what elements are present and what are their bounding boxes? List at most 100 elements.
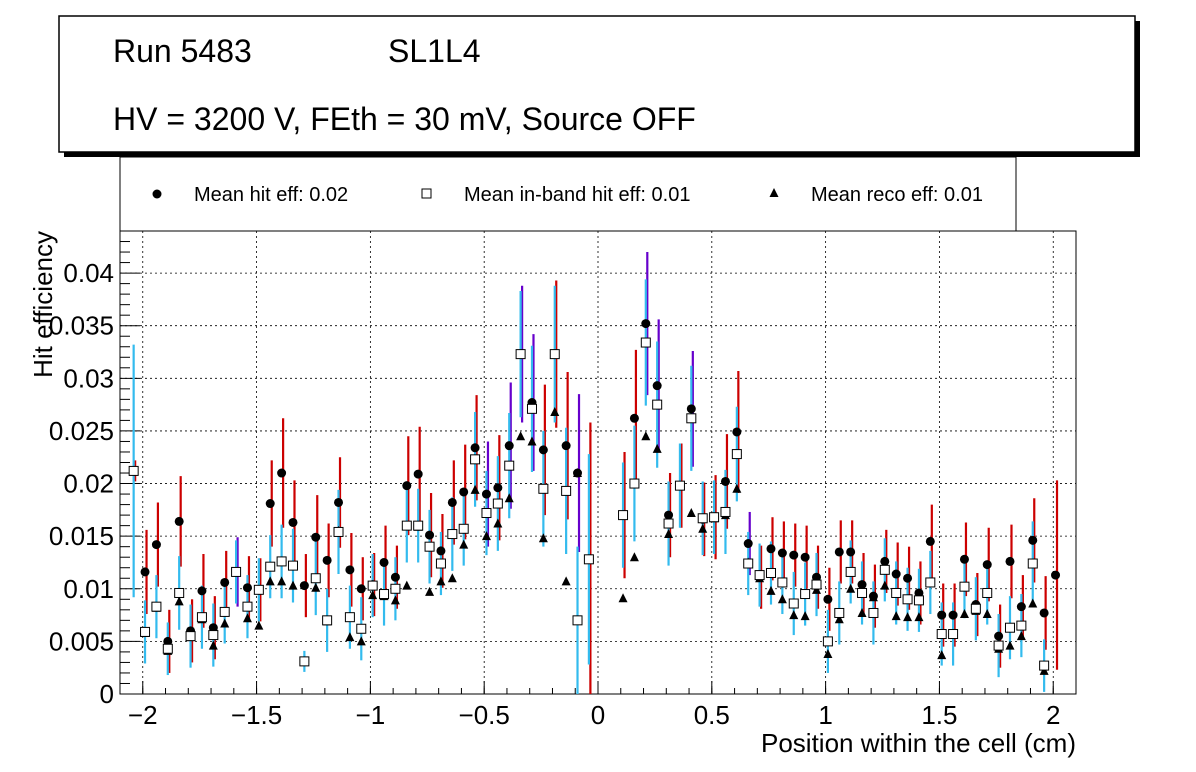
reco-point <box>698 523 708 533</box>
series-layer <box>128 252 1061 694</box>
hit-point <box>925 536 935 546</box>
inband-point <box>948 629 959 640</box>
reco-point <box>447 573 457 583</box>
hit-point <box>914 588 924 598</box>
hit-point <box>994 631 1004 641</box>
hit-point <box>288 517 298 527</box>
hit-point <box>982 560 992 570</box>
inband-point <box>470 454 481 465</box>
reco-point <box>641 431 651 441</box>
reco-point <box>390 595 400 605</box>
inband-point <box>629 478 640 489</box>
inband-point <box>549 349 560 360</box>
inband-point <box>253 584 264 595</box>
inband-point <box>242 601 253 612</box>
hit-point <box>641 319 651 329</box>
hit-point <box>857 580 867 590</box>
inband-point <box>765 567 776 578</box>
hit-point <box>891 569 901 579</box>
reco-point <box>493 518 503 528</box>
inband-point <box>379 589 390 600</box>
inband-point <box>140 626 151 637</box>
reco-point <box>311 582 321 592</box>
tick-labels: −2 −1.5 −1 −0.5 0 0.5 1 1.5 2 0 0.005 0.01 0.015 0.02… <box>49 258 1061 730</box>
hit-point <box>208 623 218 633</box>
inband-point <box>174 587 185 598</box>
reco-point <box>208 640 218 650</box>
reco-point <box>732 483 742 493</box>
inband-point <box>970 603 981 614</box>
hit-point <box>504 441 514 451</box>
inband-point <box>1004 622 1015 633</box>
y-tick-label: 0.02 <box>63 469 114 499</box>
x-tick-label: −0.5 <box>459 700 510 730</box>
hit-point <box>345 565 355 575</box>
hit-point <box>493 483 503 493</box>
hit-point <box>220 577 230 587</box>
reco-point <box>982 609 992 619</box>
reco-point <box>800 611 810 621</box>
y-tick-label: 0.015 <box>49 521 114 551</box>
hit-point <box>743 539 753 549</box>
reco-point <box>174 596 184 606</box>
y-tick-label: 0.01 <box>63 574 114 604</box>
reco-point <box>834 614 844 624</box>
legend: Mean hit eff: 0.02 Mean in-band hit eff:… <box>119 156 1017 232</box>
x-tick-label: 0 <box>591 700 605 730</box>
reco-point <box>914 612 924 622</box>
layer-label: SL1L4 <box>388 33 481 69</box>
x-tick-label: −2 <box>128 700 158 730</box>
inband-point <box>287 560 298 571</box>
hit-point <box>459 487 469 497</box>
reco-point <box>459 539 469 549</box>
legend-label-reco: Mean reco eff: 0.01 <box>811 184 983 206</box>
hit-point <box>322 555 332 565</box>
inband-point <box>857 587 868 598</box>
inband-point <box>367 580 378 591</box>
inband-point <box>526 403 537 414</box>
inband-point <box>447 529 458 540</box>
hit-point <box>948 610 958 620</box>
inband-point <box>1039 660 1050 671</box>
hit-point <box>1016 602 1026 612</box>
grid <box>120 231 1076 694</box>
hit-point <box>413 469 423 479</box>
y-tick-label: 0.025 <box>49 416 114 446</box>
hit-point <box>834 547 844 557</box>
reco-point <box>368 590 378 600</box>
reco-point <box>789 610 799 620</box>
inband-point <box>299 656 310 667</box>
inband-point <box>891 587 902 598</box>
reco-point <box>777 594 787 604</box>
inband-point <box>151 601 162 612</box>
reco-point <box>345 632 355 642</box>
run-label: Run 5483 <box>113 33 252 69</box>
hit-point <box>174 516 184 526</box>
hit-point <box>242 583 252 593</box>
inband-point <box>640 337 651 348</box>
x-axis-title: Position within the cell (cm) <box>761 728 1076 758</box>
hit-point <box>163 636 173 646</box>
reco-point <box>880 580 890 590</box>
inband-point <box>720 506 731 517</box>
hit-point <box>823 594 833 604</box>
hit-point <box>777 548 787 558</box>
inband-point <box>333 526 344 537</box>
reco-point <box>265 576 275 586</box>
reco-point <box>481 531 491 541</box>
inband-point <box>219 606 230 617</box>
hit-point <box>959 554 969 564</box>
inband-point <box>515 349 526 360</box>
hit-point <box>561 441 571 451</box>
inband-point <box>913 595 924 606</box>
reco-point <box>470 484 480 494</box>
reco-point <box>823 649 833 659</box>
inband-point <box>925 577 936 588</box>
inband-point <box>754 570 765 581</box>
hit-point <box>379 557 389 567</box>
inband-point <box>993 640 1004 651</box>
inband-point <box>618 510 629 521</box>
legend-marker-inband <box>421 188 432 199</box>
hit-point <box>1051 570 1061 580</box>
hit-point <box>402 481 412 491</box>
